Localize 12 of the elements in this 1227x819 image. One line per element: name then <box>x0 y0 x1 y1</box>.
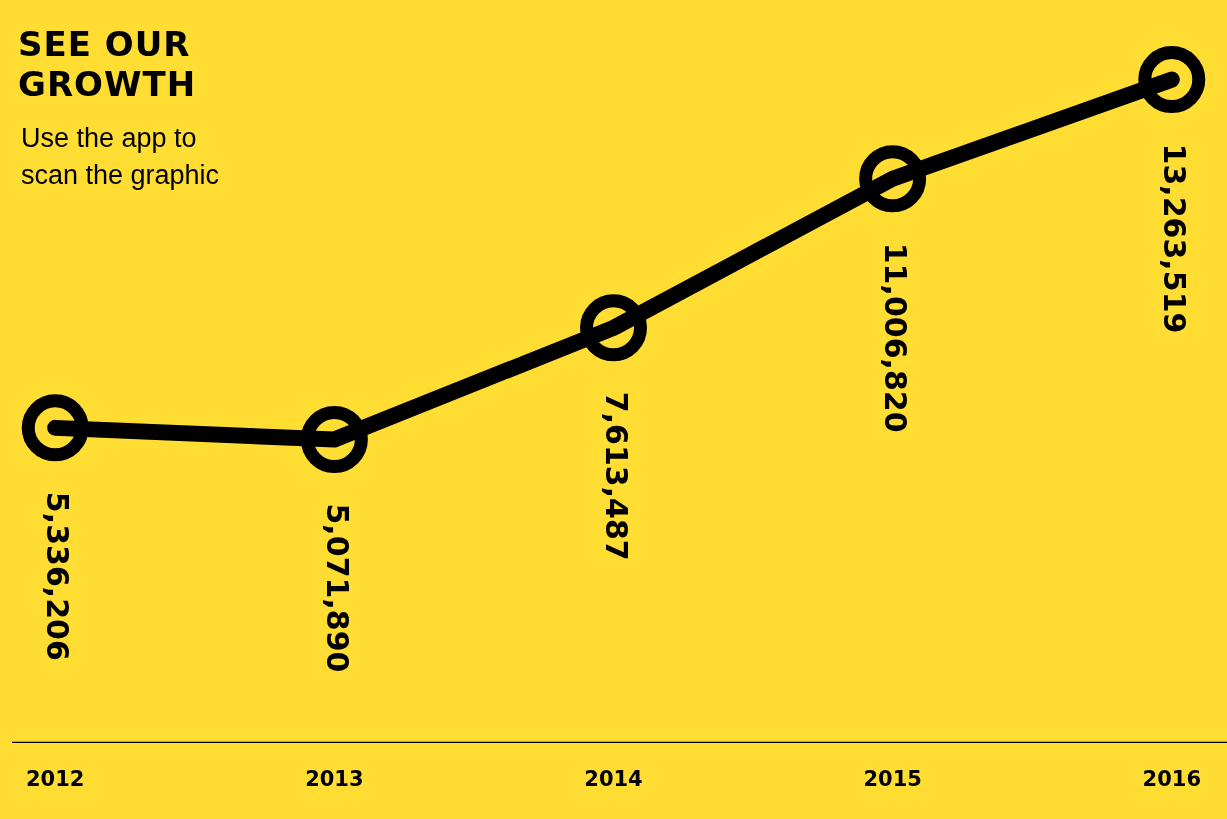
data-label: 7,613,487 <box>598 391 634 561</box>
x-tick-label: 2012 <box>26 766 85 791</box>
x-tick-label: 2015 <box>863 766 922 791</box>
data-label: 11,006,820 <box>877 242 913 433</box>
x-tick-label: 2016 <box>1142 766 1201 791</box>
x-tick-label: 2013 <box>305 766 364 791</box>
data-label: 5,336,206 <box>40 491 76 661</box>
text: Use the app to scan the graphic <box>21 122 220 192</box>
x-tick-label: 2014 <box>584 766 643 791</box>
data-label: 13,263,519 <box>1156 143 1192 334</box>
data-label: 5,071,890 <box>319 503 355 673</box>
chart-title: SEE OUR GROWTH <box>18 24 197 104</box>
